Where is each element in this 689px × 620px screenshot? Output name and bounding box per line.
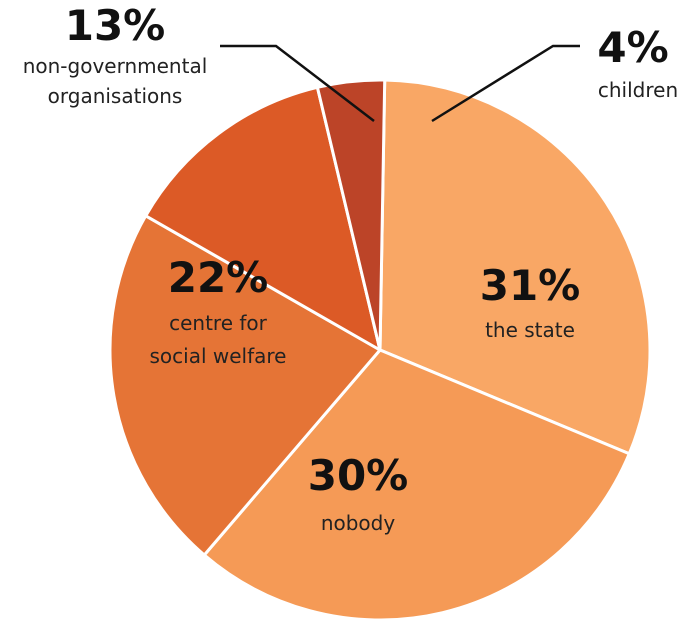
slice-label-the-state: the state <box>485 318 575 342</box>
slice-label-line-1: non-governmental <box>23 54 208 78</box>
slice-label-line-1: centre for <box>169 311 268 335</box>
label-group-non-governmental-organisations: 13% non-governmental organisations <box>23 1 208 108</box>
slice-label-nobody: nobody <box>321 511 396 535</box>
slice-percent-nobody: 30% <box>308 451 409 500</box>
slice-label-children: children <box>598 78 678 102</box>
label-group-the-state: 31% the state <box>480 261 581 342</box>
leader-lines <box>220 44 580 123</box>
slice-label-line-2: organisations <box>48 84 183 108</box>
pie-slices <box>108 78 652 620</box>
leader-line-non-governmental <box>220 44 375 122</box>
slice-percent-centre-for-social-welfare: 22% <box>168 253 269 302</box>
slice-label-line-2: social welfare <box>150 344 287 368</box>
label-group-centre-for-social-welfare: 22% centre for social welfare <box>150 253 287 368</box>
pie-slice-nobody <box>202 348 631 620</box>
pie-slice-centre-for-social-welfare <box>108 214 382 557</box>
pie-slice-children <box>315 78 387 352</box>
slice-percent-children: 4% <box>597 23 668 72</box>
slice-percent-the-state: 31% <box>480 261 581 310</box>
pie-slice-non-governmental-organisations <box>144 85 382 352</box>
label-group-nobody: 30% nobody <box>308 451 409 535</box>
leader-line-children <box>431 44 580 123</box>
label-group-children: 4% children <box>597 23 678 102</box>
slice-percent-non-governmental-organisations: 13% <box>65 1 166 50</box>
pie-slice-the-state <box>378 78 652 456</box>
